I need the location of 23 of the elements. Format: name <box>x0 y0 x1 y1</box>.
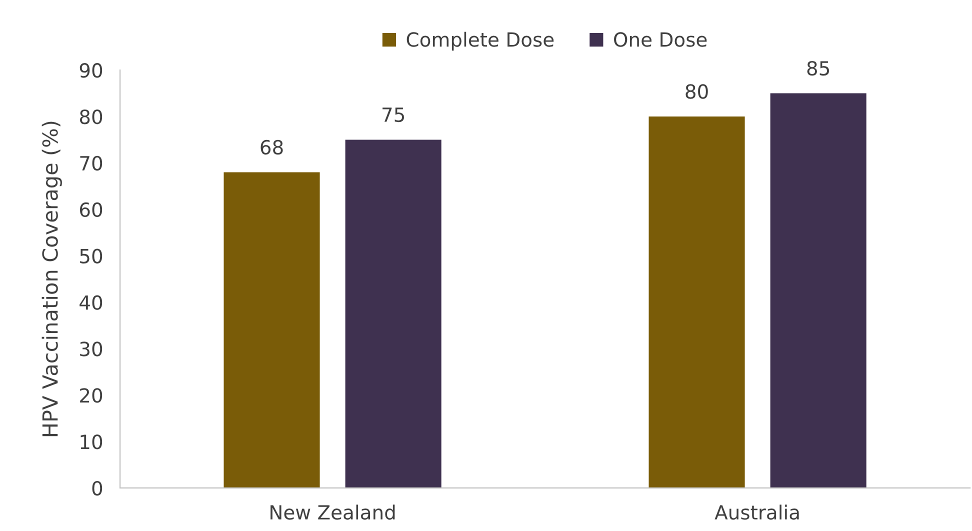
y-tick-label: 20 <box>80 388 102 403</box>
y-tick-label: 70 <box>80 156 102 171</box>
bar <box>770 93 866 488</box>
y-tick-label: 40 <box>80 295 102 310</box>
data-label: 75 <box>382 108 404 122</box>
y-tick-label: 30 <box>80 342 102 356</box>
y-tick-label: 50 <box>80 248 102 264</box>
bar <box>224 172 320 488</box>
data-label: 68 <box>260 140 283 155</box>
x-tick-label: Australia <box>714 504 799 520</box>
data-label: 85 <box>807 60 829 76</box>
x-tick-label: New Zealand <box>270 504 395 520</box>
y-tick-label: 90 <box>80 63 102 78</box>
y-tick-label: 80 <box>80 109 102 124</box>
legend-label: One Dose <box>614 32 707 47</box>
data-label: 80 <box>686 84 708 99</box>
y-tick-label: 10 <box>80 434 102 450</box>
bar <box>648 116 745 488</box>
bar <box>345 140 442 488</box>
y-axis-title: HPV Vaccination Coverage (%) <box>42 122 62 436</box>
y-tick-label: 60 <box>80 202 102 218</box>
legend-label: Complete Dose <box>406 32 554 51</box>
y-tick-label: 0 <box>92 480 102 496</box>
